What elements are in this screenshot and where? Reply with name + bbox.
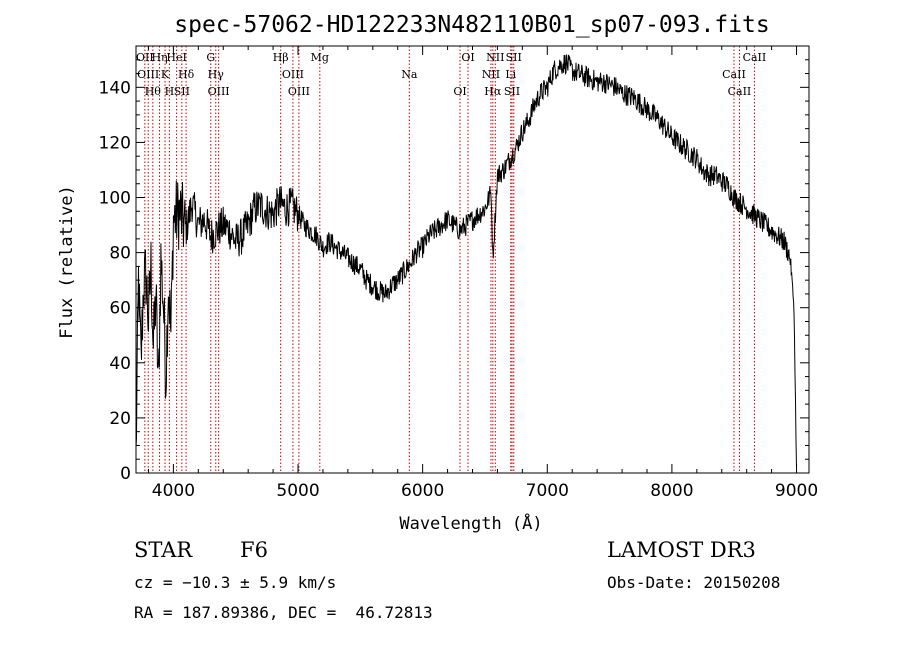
x-tick-label: 4000 [152, 481, 195, 501]
y-tick-label: 60 [109, 299, 131, 319]
y-tick-label: 20 [109, 409, 131, 429]
redshift-readout: cz = −10.3 ± 5.9 km/s [134, 573, 337, 592]
x-axis-label: Wavelength (Å) [399, 512, 542, 534]
y-tick-label: 0 [120, 464, 131, 484]
line-marker-label: SII [174, 85, 190, 98]
line-marker-label: OI [461, 51, 474, 64]
line-marker-label: OIII [208, 85, 230, 98]
x-tick-label: 6000 [401, 481, 444, 501]
line-marker-label: OIII [282, 68, 304, 81]
line-marker-label: Hδ [178, 68, 195, 81]
chart-title: spec-57062-HD122233N482110B01_sp07-093.f… [174, 12, 769, 38]
obs-date: Obs-Date: 20150208 [607, 573, 781, 592]
line-marker-labels: OII OIII Hθ Hη KH HeI Hδ SII G Hγ OIII Hβ OIII OIII Mg… [136, 51, 766, 98]
y-tick-label: 100 [99, 189, 131, 209]
spectrum-series [135, 54, 797, 468]
axes: 4000 5000 6000 7000 8000 9000 0 20 40 60 80 100 120 1… [99, 45, 818, 501]
line-marker-label: Hβ [273, 51, 289, 64]
line-marker-label: CaII [743, 51, 767, 64]
line-marker-label: OIII [137, 68, 159, 81]
line-markers [144, 46, 755, 473]
line-marker-label: NII [482, 68, 500, 81]
line-marker-label: HeI [166, 51, 186, 64]
y-tick-label: 40 [109, 354, 131, 374]
x-tick-label: 5000 [276, 481, 319, 501]
line-marker-label: K [161, 68, 170, 81]
y-tick-label: 80 [109, 244, 131, 264]
subclass: F6 [240, 538, 268, 562]
line-marker-label: Mg [311, 51, 329, 64]
line-marker-label: CaII [722, 68, 746, 81]
line-marker-label: NII [486, 51, 504, 64]
x-tick-label: 7000 [526, 481, 569, 501]
line-marker-label: Li [505, 68, 516, 81]
line-marker-label: OI [453, 85, 466, 98]
y-axis-label: Flux (relative) [57, 185, 77, 339]
line-marker-label: Hα [484, 85, 502, 98]
x-tick-label: 8000 [650, 481, 693, 501]
plot-frame [135, 45, 810, 474]
line-marker-label: Hγ [208, 68, 225, 81]
line-marker-label: Hη [151, 51, 167, 64]
line-marker-label: OIII [288, 85, 310, 98]
line-marker-label: CaII [728, 85, 752, 98]
y-tick-label: 140 [99, 78, 131, 98]
line-marker-label: SII [504, 85, 520, 98]
line-marker-label: Na [401, 68, 418, 81]
object-class: STAR [134, 538, 193, 562]
line-marker-label: Hθ [145, 85, 162, 98]
y-tick-label: 120 [99, 133, 131, 153]
line-marker-label: H [165, 85, 175, 98]
line-marker-label: OII [136, 51, 154, 64]
x-tick-label: 9000 [775, 481, 818, 501]
line-marker-label: SII [506, 51, 522, 64]
line-marker-label: G [206, 51, 215, 64]
survey-name: LAMOST DR3 [607, 538, 756, 562]
coordinates: RA = 187.89386, DEC = 46.72813 [134, 603, 433, 622]
spectrum-line [135, 54, 797, 468]
